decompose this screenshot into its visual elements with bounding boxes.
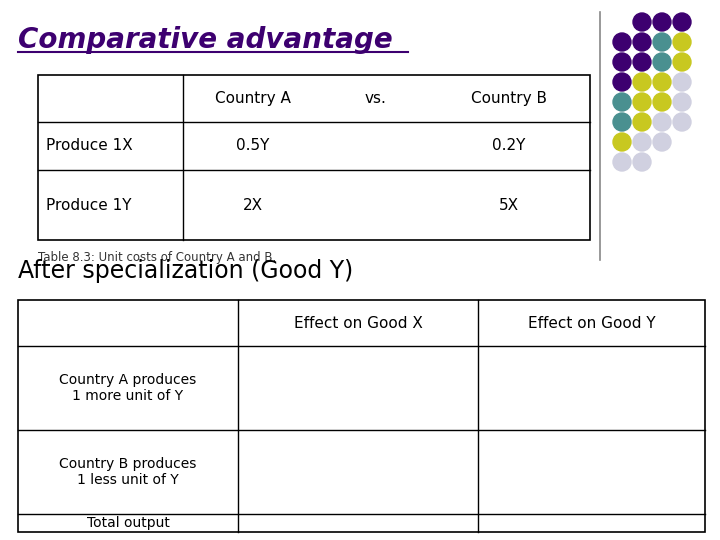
Circle shape bbox=[653, 133, 671, 151]
Text: Total output: Total output bbox=[86, 516, 169, 530]
Circle shape bbox=[673, 53, 691, 71]
Circle shape bbox=[653, 93, 671, 111]
Circle shape bbox=[673, 113, 691, 131]
Circle shape bbox=[633, 153, 651, 171]
Circle shape bbox=[613, 133, 631, 151]
Circle shape bbox=[633, 93, 651, 111]
Bar bbox=[18, 300, 705, 532]
Text: Produce 1X: Produce 1X bbox=[46, 138, 132, 153]
Text: 5X: 5X bbox=[499, 198, 519, 213]
Text: Table 8.3: Unit costs of Country A and B.: Table 8.3: Unit costs of Country A and B… bbox=[38, 252, 276, 265]
Circle shape bbox=[613, 33, 631, 51]
Circle shape bbox=[653, 13, 671, 31]
Text: 0.2Y: 0.2Y bbox=[492, 138, 526, 153]
Circle shape bbox=[653, 113, 671, 131]
Circle shape bbox=[653, 33, 671, 51]
Circle shape bbox=[633, 33, 651, 51]
Circle shape bbox=[653, 53, 671, 71]
Circle shape bbox=[613, 53, 631, 71]
Circle shape bbox=[633, 73, 651, 91]
Circle shape bbox=[673, 93, 691, 111]
Circle shape bbox=[633, 13, 651, 31]
Circle shape bbox=[613, 93, 631, 111]
Text: Comparative advantage: Comparative advantage bbox=[18, 26, 392, 54]
Text: Produce 1Y: Produce 1Y bbox=[46, 198, 132, 213]
Circle shape bbox=[633, 133, 651, 151]
Circle shape bbox=[653, 73, 671, 91]
Circle shape bbox=[673, 13, 691, 31]
Text: 0.5Y: 0.5Y bbox=[236, 138, 270, 153]
Circle shape bbox=[633, 53, 651, 71]
Text: Country A: Country A bbox=[215, 91, 291, 106]
Text: vs.: vs. bbox=[364, 91, 387, 106]
Text: Country B produces
1 less unit of Y: Country B produces 1 less unit of Y bbox=[59, 457, 197, 487]
Text: After specialization (Good Y): After specialization (Good Y) bbox=[18, 259, 354, 283]
Bar bbox=[38, 75, 590, 240]
Text: Effect on Good Y: Effect on Good Y bbox=[528, 315, 655, 330]
Circle shape bbox=[613, 113, 631, 131]
Text: Country B: Country B bbox=[471, 91, 547, 106]
Circle shape bbox=[673, 33, 691, 51]
Circle shape bbox=[613, 73, 631, 91]
Text: Effect on Good X: Effect on Good X bbox=[294, 315, 423, 330]
Text: 2X: 2X bbox=[243, 198, 263, 213]
Circle shape bbox=[633, 113, 651, 131]
Text: Country A produces
1 more unit of Y: Country A produces 1 more unit of Y bbox=[59, 373, 197, 403]
Circle shape bbox=[613, 153, 631, 171]
Circle shape bbox=[673, 73, 691, 91]
